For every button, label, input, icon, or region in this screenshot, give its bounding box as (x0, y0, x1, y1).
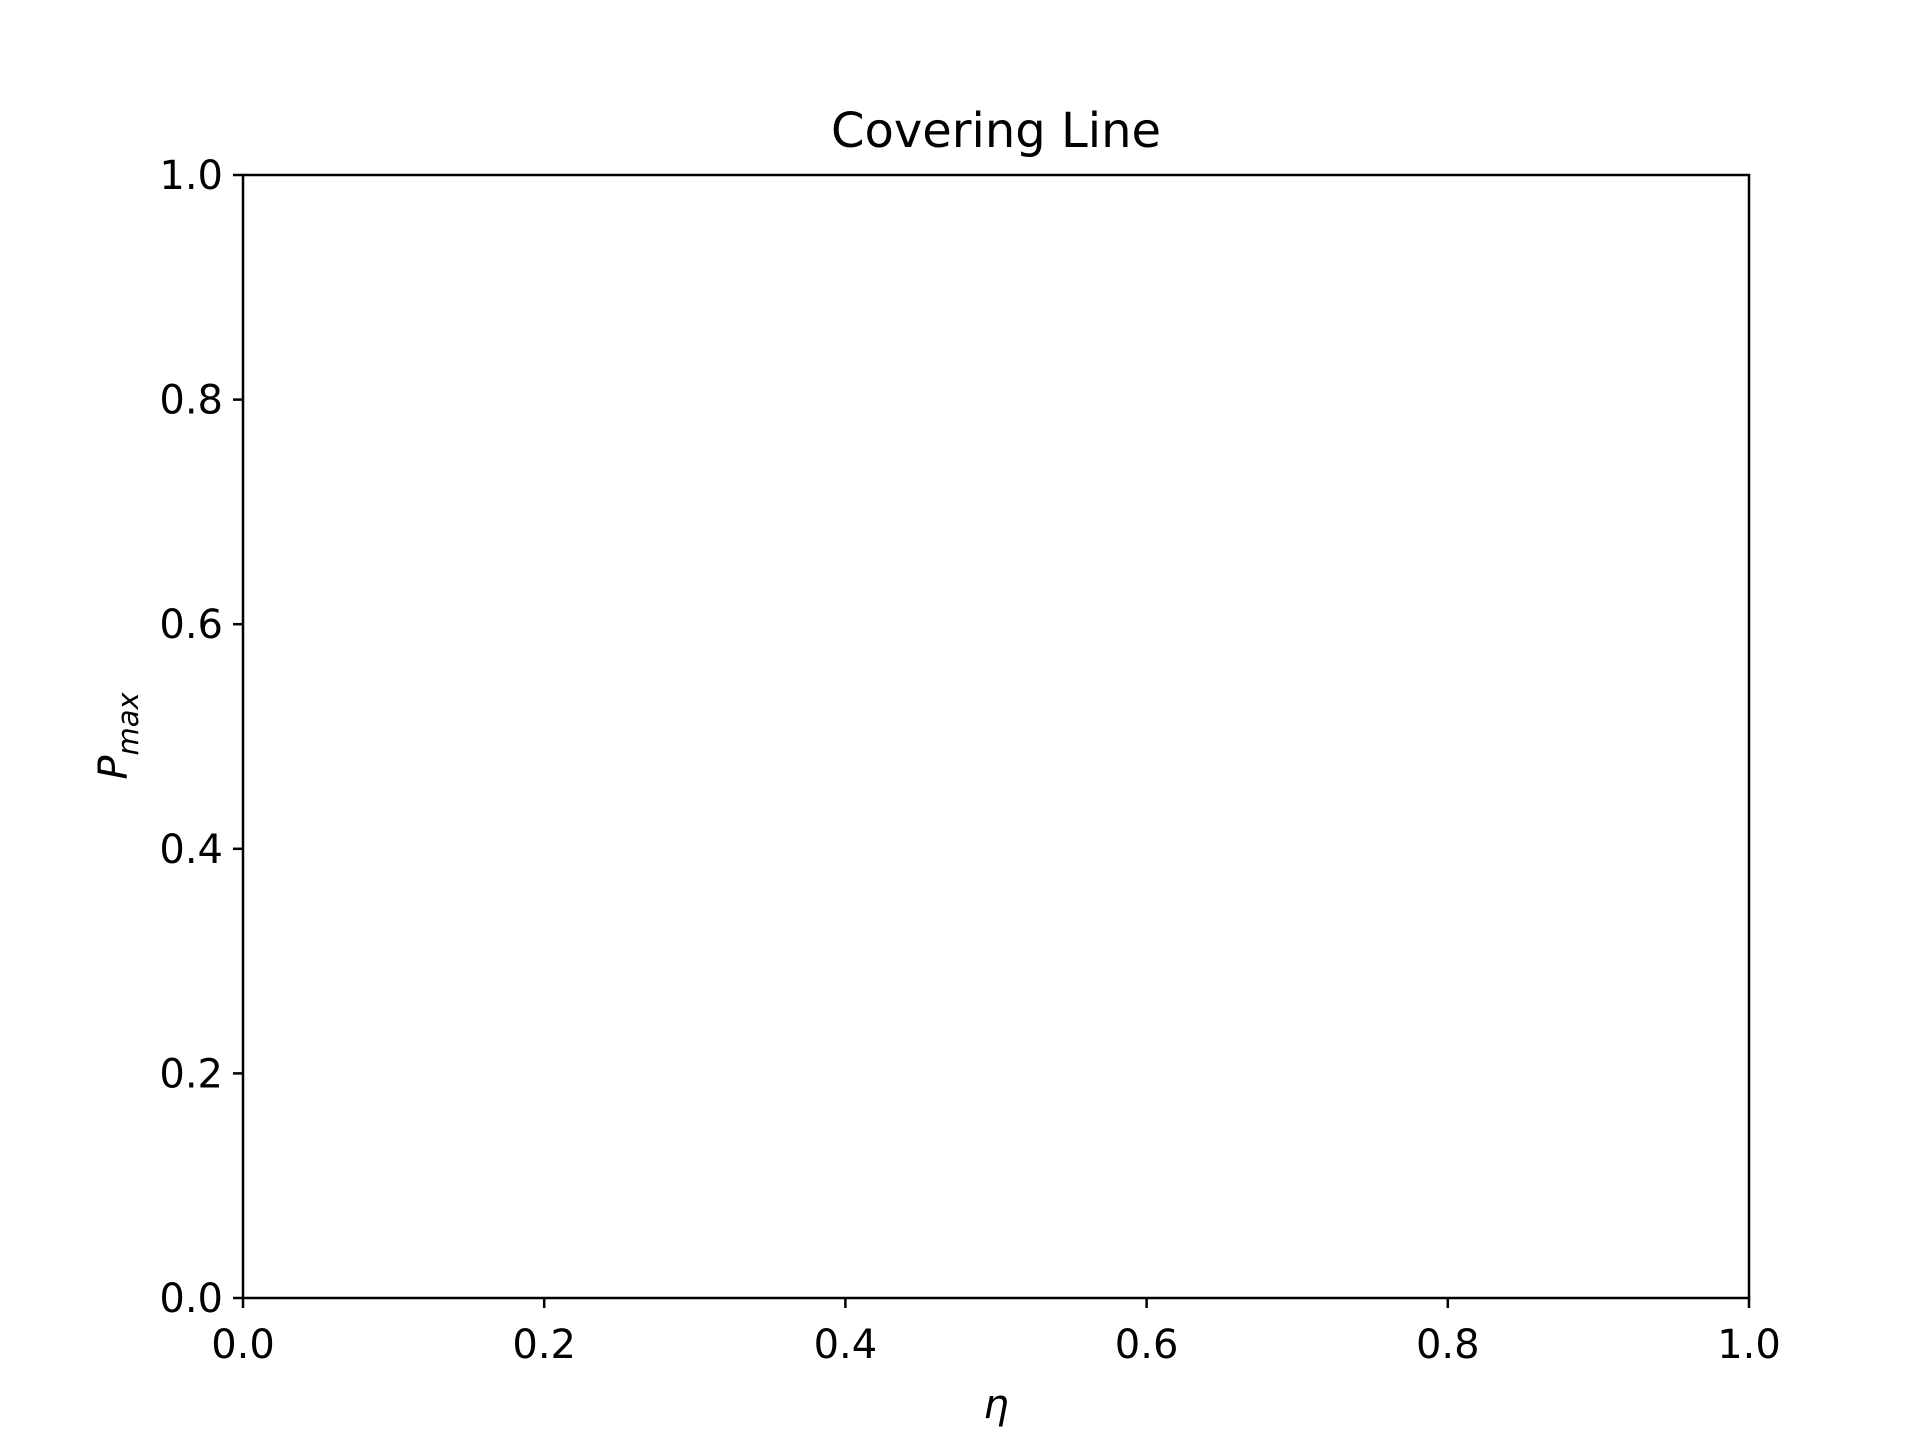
x-tick-label: 0.4 (814, 1322, 878, 1368)
y-tick-label: 0.8 (159, 378, 223, 424)
x-axis: 0.0 0.2 0.4 0.6 0.8 1.0 (211, 1298, 1781, 1368)
x-tick-label: 0.0 (211, 1322, 275, 1368)
y-axis-label: Pmax (91, 692, 145, 780)
y-axis-label-base: P (91, 755, 137, 780)
y-tick-label: 0.6 (159, 602, 223, 648)
x-axis-label: η (983, 1382, 1008, 1428)
y-axis-label-subscript: max (111, 692, 145, 756)
x-tick-label: 1.0 (1717, 1322, 1781, 1368)
axes-frame (241, 173, 1751, 1300)
x-tick-label: 0.6 (1115, 1322, 1179, 1368)
y-tick-label: 0.0 (159, 1276, 223, 1322)
y-tick-label: 0.2 (159, 1051, 223, 1097)
x-tick-label: 0.2 (512, 1322, 576, 1368)
x-tick-label: 0.8 (1416, 1322, 1480, 1368)
y-axis: 0.0 0.2 0.4 0.6 0.8 1.0 (159, 153, 243, 1322)
y-tick-label: 0.4 (159, 827, 223, 873)
plot-area (241, 173, 1751, 1300)
chart-title: Covering Line (831, 103, 1161, 159)
y-tick-label: 1.0 (159, 153, 223, 199)
